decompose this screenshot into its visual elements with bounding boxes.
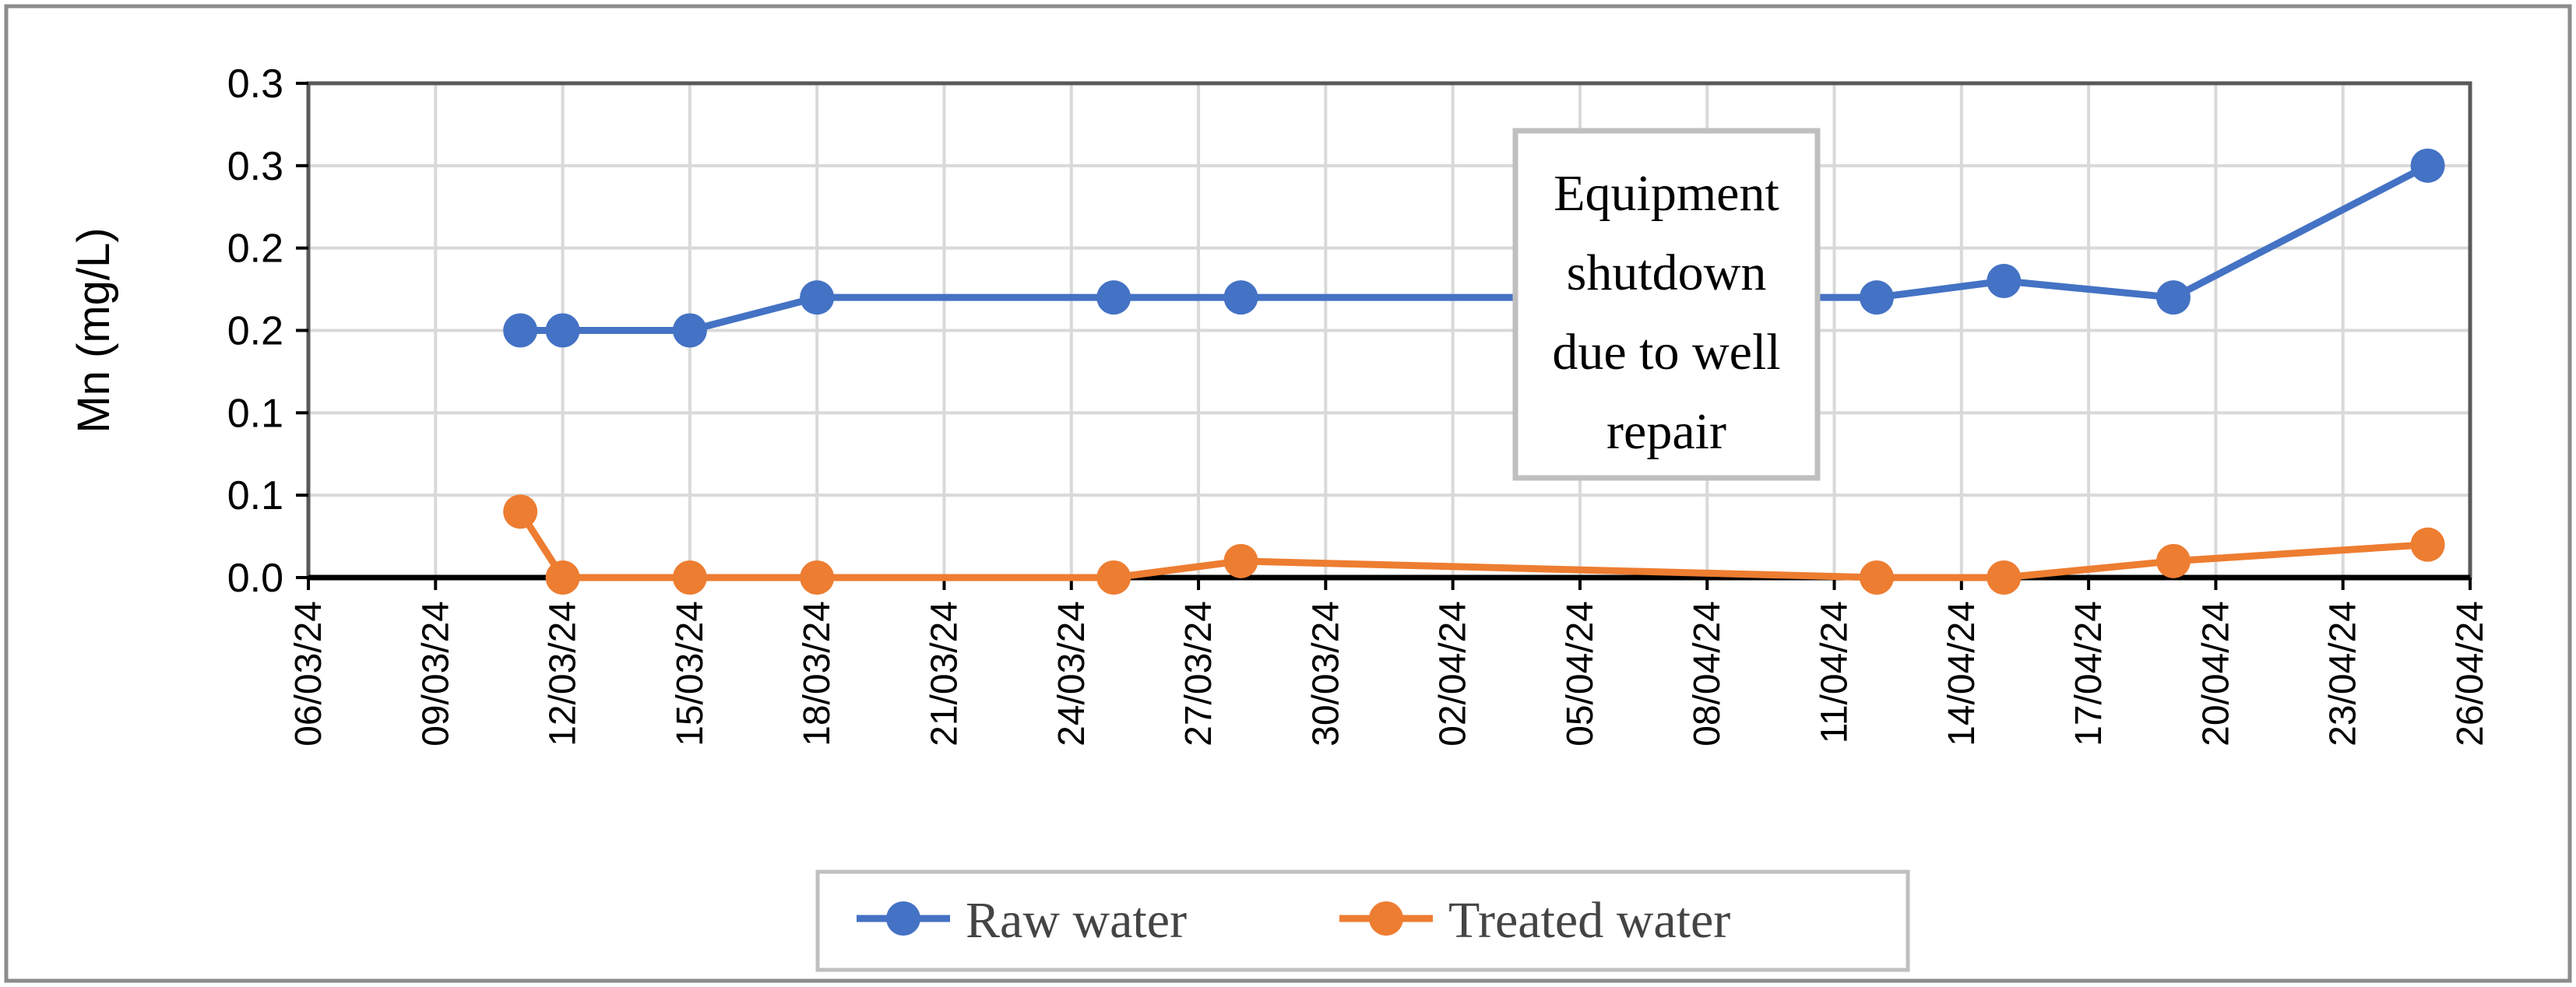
legend-label: Raw water: [966, 892, 1187, 949]
x-tick-label: 05/04/24: [1560, 601, 1601, 746]
series-raw-water: [503, 148, 2445, 348]
x-tick-label: 15/03/24: [670, 601, 711, 746]
x-tick-label: 20/04/24: [2195, 601, 2236, 746]
series-line: [520, 162, 2430, 334]
data-point: [1987, 560, 2022, 595]
data-point: [1987, 264, 2022, 298]
legend-label: Treated water: [1448, 892, 1730, 949]
data-point: [2410, 527, 2445, 562]
y-tick-label: 0.0: [227, 556, 283, 601]
annotation-box: [1512, 128, 1821, 481]
x-tick-label: 06/03/24: [288, 601, 329, 746]
series-group: [503, 148, 2445, 595]
x-tick-label: 09/03/24: [415, 601, 456, 746]
annotation: Equipment shutdown due to well repair: [1512, 128, 1821, 481]
x-tick-label: 17/04/24: [2068, 601, 2110, 746]
data-point: [672, 313, 707, 348]
x-tick-label: 02/04/24: [1433, 601, 1474, 746]
x-tick-label: 08/04/24: [1687, 601, 1728, 746]
x-tick-label: 14/04/24: [1941, 601, 1983, 746]
x-tick-label: 27/03/24: [1178, 601, 1219, 746]
data-point: [2155, 543, 2191, 578]
annotation-line: shutdown: [1567, 244, 1767, 301]
y-tick-label: 0.2: [227, 309, 283, 354]
legend: Raw water Treated water: [815, 869, 1910, 972]
chart-frame: [4, 4, 2572, 983]
data-point: [1859, 280, 1894, 315]
data-point: [545, 560, 580, 595]
y-tick-label: 0.3: [227, 61, 283, 107]
series-treated-water: [503, 494, 2445, 595]
x-tick-label: 23/04/24: [2323, 601, 2364, 746]
x-tick-label: 12/03/24: [543, 601, 584, 746]
legend-marker: [1369, 901, 1403, 936]
data-point: [1096, 280, 1131, 315]
series-line: [517, 509, 2428, 581]
data-point: [503, 494, 538, 529]
data-point: [1223, 543, 1258, 578]
y-tick-label: 0.1: [227, 473, 283, 518]
annotation-line: Equipment: [1554, 165, 1779, 222]
data-point: [2410, 148, 2445, 183]
data-point: [1223, 280, 1258, 315]
data-point: [1859, 560, 1894, 595]
y-axis-label: Mn (mg/L): [69, 227, 119, 433]
annotation-line: repair: [1606, 403, 1726, 460]
x-tick-label: 18/03/24: [797, 601, 838, 746]
data-point: [672, 560, 707, 595]
data-point: [545, 313, 580, 348]
legend-marker: [886, 901, 920, 936]
annotation-line: due to well: [1552, 324, 1780, 381]
x-tick-label: 26/04/24: [2450, 601, 2491, 746]
x-tick-label: 24/03/24: [1051, 601, 1093, 746]
y-tick-label: 0.2: [227, 227, 283, 272]
x-tick-label: 30/03/24: [1305, 601, 1346, 746]
y-tick-label: 0.1: [227, 391, 283, 436]
data-point: [2155, 280, 2191, 315]
x-tick-label: 11/04/24: [1814, 601, 1856, 743]
data-point: [503, 313, 538, 348]
y-tick-label: 0.3: [227, 144, 283, 189]
data-point: [1096, 560, 1131, 595]
x-tick-label: 21/03/24: [924, 601, 965, 746]
data-point: [800, 560, 835, 595]
data-point: [800, 280, 835, 315]
